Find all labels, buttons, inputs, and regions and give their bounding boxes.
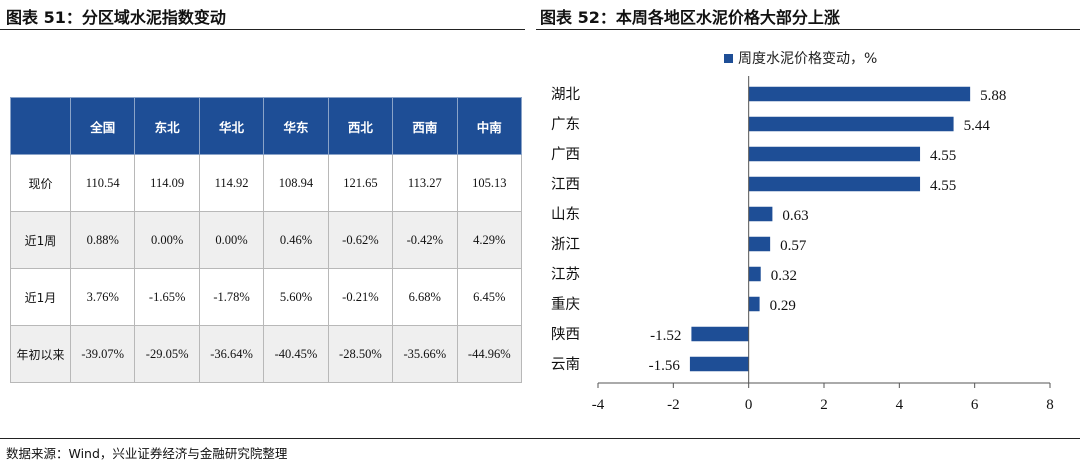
table-cell: -28.50% — [327, 325, 394, 383]
table-cell: -1.65% — [134, 268, 200, 326]
category-label: 陕西 — [551, 326, 580, 343]
value-label: 5.88 — [980, 88, 1006, 104]
bar-1 — [748, 86, 971, 102]
value-label: 0.57 — [780, 238, 807, 254]
source-note: 数据来源：Wind，兴业证券经济与金融研究院整理 — [6, 446, 288, 461]
table-cell: -35.66% — [392, 325, 458, 383]
table-cell: 121.65 — [327, 154, 394, 212]
value-label: -1.52 — [650, 328, 681, 344]
bar-5 — [748, 206, 773, 222]
table-cell: 0.00% — [134, 211, 200, 269]
row-label: 近1周 — [10, 211, 71, 269]
bar-4 — [748, 176, 921, 192]
row-label: 年初以来 — [10, 325, 71, 383]
category-label: 广东 — [551, 116, 580, 133]
table-cell: 105.13 — [456, 154, 523, 212]
table-cell: 5.60% — [263, 268, 329, 326]
table-header-cell: 东北 — [134, 97, 200, 155]
category-label: 江西 — [551, 176, 580, 193]
value-label: 0.29 — [770, 298, 796, 314]
bar-6 — [748, 236, 771, 252]
table-header-cell: 西北 — [327, 97, 394, 155]
left-title-rule — [0, 29, 525, 30]
table-cell: -44.96% — [456, 325, 523, 383]
table-figure-title: 图表 51：分区域水泥指数变动 — [6, 8, 226, 27]
table-cell: 110.54 — [69, 154, 136, 212]
value-label: -1.56 — [649, 358, 681, 374]
value-label: 4.55 — [930, 148, 956, 164]
row-label: 近1月 — [10, 268, 71, 326]
table-cell: 6.68% — [392, 268, 458, 326]
table-cell: 114.09 — [134, 154, 200, 212]
footer-rule — [0, 438, 1080, 439]
table-cell: 114.92 — [198, 154, 265, 212]
table-cell: 3.76% — [69, 268, 136, 326]
table-header-cell: 全国 — [69, 97, 136, 155]
table-row: 近1周 0.88% 0.00% 0.00% 0.46% -0.62% -0.42… — [10, 211, 523, 269]
table-cell: -29.05% — [134, 325, 200, 383]
legend-swatch — [724, 54, 733, 63]
table-cell: 4.29% — [456, 211, 523, 269]
category-label: 重庆 — [551, 296, 580, 313]
table-cell: 108.94 — [263, 154, 329, 212]
right-title-rule — [536, 29, 1080, 30]
table-cell: -36.64% — [198, 325, 265, 383]
table-cell: -0.21% — [327, 268, 394, 326]
table-cell: -0.62% — [327, 211, 394, 269]
bar-7 — [748, 266, 761, 282]
table-cell: 6.45% — [456, 268, 523, 326]
x-tick-label: 2 — [820, 397, 828, 413]
table-header-cell: 华东 — [263, 97, 329, 155]
category-label: 浙江 — [551, 236, 580, 253]
table-header-cell — [10, 97, 71, 155]
row-label: 现价 — [10, 154, 71, 212]
value-label: 0.32 — [771, 268, 797, 284]
table-header-cell: 中南 — [456, 97, 523, 155]
x-tick-label: -4 — [592, 397, 605, 413]
table-header-cell: 华北 — [198, 97, 265, 155]
category-label: 云南 — [551, 356, 580, 373]
value-label: 0.63 — [782, 208, 808, 224]
table-cell: 0.46% — [263, 211, 329, 269]
bar-8 — [748, 296, 760, 312]
regional-cement-index-table: 全国 东北 华北 华东 西北 西南 中南 现价 110.54 114.09 11… — [10, 97, 523, 383]
bar-9 — [691, 326, 749, 342]
category-label: 湖北 — [551, 86, 580, 103]
legend-label: 周度水泥价格变动，% — [738, 51, 877, 67]
bar-2 — [748, 116, 954, 132]
table-cell: 0.88% — [69, 211, 136, 269]
price-change-bar-chart: 周度水泥价格变动，% 湖北 5.88 广东 5.44 广西 4.55 江西 4.55 山东 0.63… — [551, 51, 1054, 413]
table-header-cell: 西南 — [392, 97, 458, 155]
table-row: 近1月 3.76% -1.65% -1.78% 5.60% -0.21% 6.6… — [10, 268, 523, 326]
category-label: 广西 — [551, 146, 580, 163]
bar-3 — [748, 146, 921, 162]
x-tick-label: 8 — [1046, 397, 1054, 413]
x-tick-label: 4 — [896, 397, 904, 413]
table-cell: -39.07% — [69, 325, 136, 383]
x-tick-label: 6 — [971, 397, 979, 413]
value-label: 4.55 — [930, 178, 956, 194]
x-tick-label: -2 — [667, 397, 680, 413]
table-cell: 0.00% — [198, 211, 265, 269]
table-cell: -1.78% — [198, 268, 265, 326]
x-tick-label: 0 — [745, 397, 753, 413]
table-cell: -40.45% — [263, 325, 329, 383]
chart-figure-title: 图表 52：本周各地区水泥价格大部分上涨 — [540, 8, 840, 27]
table-header-row: 全国 东北 华北 华东 西北 西南 中南 — [10, 97, 523, 155]
table-row: 年初以来 -39.07% -29.05% -36.64% -40.45% -28… — [10, 325, 523, 383]
bar-10 — [689, 356, 749, 372]
category-label: 江苏 — [551, 266, 580, 283]
value-label: 5.44 — [964, 118, 991, 134]
table-cell: 113.27 — [392, 154, 458, 212]
table-row: 现价 110.54 114.09 114.92 108.94 121.65 11… — [10, 154, 523, 212]
category-label: 山东 — [551, 206, 580, 223]
table-cell: -0.42% — [392, 211, 458, 269]
